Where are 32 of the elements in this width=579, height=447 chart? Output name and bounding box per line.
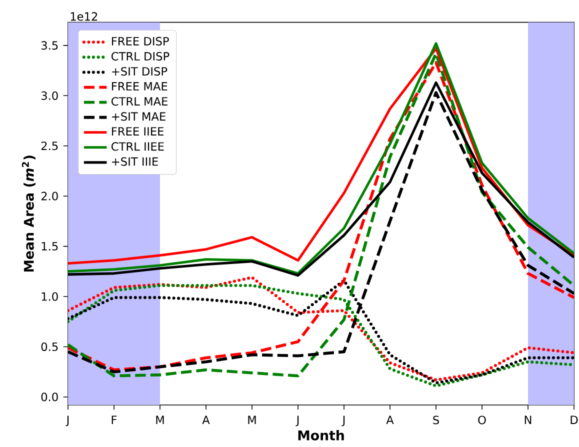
y-tick-label: 0.5 <box>41 342 58 352</box>
y-tick-label: 1.0 <box>42 292 58 301</box>
x-tick-label: A <box>386 416 394 424</box>
x-tick-label: J <box>296 416 299 426</box>
x-axis-title: Month <box>298 430 344 440</box>
x-tick-label: D <box>570 416 578 424</box>
x-tick-label: M <box>156 416 164 424</box>
y-tick-label: 2.0 <box>41 192 58 200</box>
y-tick-label: 3.0 <box>41 91 58 100</box>
x-tick-label: J <box>342 416 345 426</box>
legend-label: CTRL DISP <box>112 52 170 61</box>
x-tick-label: F <box>112 416 117 424</box>
x-tick-label: N <box>524 416 532 424</box>
legend-label: FREE IIEE <box>112 127 164 136</box>
legend-label: CTRL MAE <box>112 97 168 106</box>
x-tick-label: J <box>66 416 69 426</box>
y-tick-label: 0.0 <box>41 392 58 402</box>
x-tick-label: A <box>202 416 210 424</box>
legend-label: FREE DISP <box>112 36 169 46</box>
text: 1e12 <box>70 12 98 21</box>
legend-label: FREE MAE <box>112 82 168 90</box>
legend-label: CTRL IIEE <box>112 142 164 151</box>
y-tick-label: 3.5 <box>41 41 58 50</box>
legend-label: +SIT MAE <box>112 112 166 121</box>
x-tick-label: M <box>248 416 256 424</box>
y-tick-label: 1.5 <box>42 242 58 251</box>
legend-label: +SIT IIIE <box>112 157 158 166</box>
x-tick-label: O <box>478 416 486 424</box>
legend-label: +SIT DISP <box>112 67 168 76</box>
y-tick-label: 2.5 <box>41 142 58 150</box>
x-tick-label: S <box>433 416 439 424</box>
y-axis-title: Mean Area (m$^{2}$) <box>22 156 36 272</box>
